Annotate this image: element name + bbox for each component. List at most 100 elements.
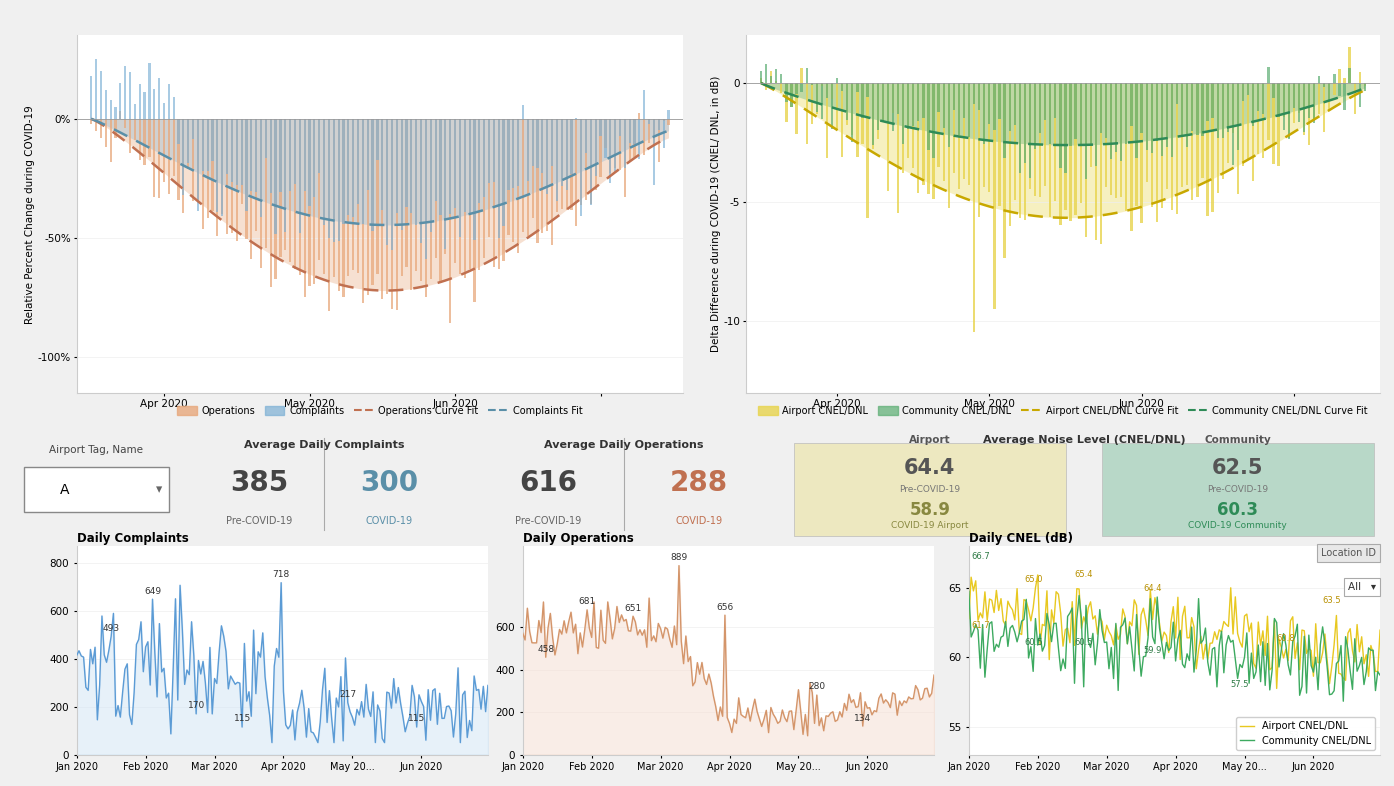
Bar xyxy=(231,119,233,233)
Bar xyxy=(202,119,204,229)
Bar xyxy=(226,119,229,174)
Text: A: A xyxy=(60,483,70,497)
Bar xyxy=(570,119,573,174)
Bar xyxy=(1262,83,1264,157)
Bar xyxy=(1206,83,1209,215)
Bar xyxy=(958,83,960,134)
Bar xyxy=(1298,83,1301,123)
Bar xyxy=(1196,83,1199,135)
Community CNEL/DNL xyxy=(1009,637,1026,647)
Bar xyxy=(1206,83,1209,121)
Bar xyxy=(275,119,276,234)
Community CNEL/DNL xyxy=(1361,643,1377,652)
Bar xyxy=(1004,83,1005,258)
Bar xyxy=(183,119,184,213)
Bar xyxy=(1328,83,1330,101)
Bar xyxy=(468,119,471,270)
Bar xyxy=(206,119,209,171)
Bar xyxy=(357,119,360,204)
Legend: Operations, Complaints, Operations Curve Fit, Complaints Fit: Operations, Complaints, Operations Curve… xyxy=(173,402,587,420)
Bar xyxy=(1232,83,1234,133)
Bar xyxy=(1131,83,1132,231)
Bar xyxy=(492,119,495,267)
Bar xyxy=(1079,83,1082,145)
Bar xyxy=(821,83,822,119)
Bar xyxy=(1105,83,1107,138)
Bar xyxy=(633,119,636,157)
Bar xyxy=(192,119,194,139)
Bar xyxy=(100,119,102,138)
Bar xyxy=(445,119,446,255)
Bar xyxy=(912,83,914,168)
Community CNEL/DNL xyxy=(1326,686,1342,696)
Bar xyxy=(662,119,665,121)
Bar xyxy=(202,119,204,171)
Bar xyxy=(337,119,340,291)
Text: 385: 385 xyxy=(230,469,289,498)
Bar xyxy=(390,119,393,251)
Bar xyxy=(1075,83,1076,138)
Bar xyxy=(488,119,491,182)
Bar xyxy=(308,119,311,286)
Bar xyxy=(952,83,955,110)
Text: COVID-19 Community: COVID-19 Community xyxy=(1189,521,1287,530)
Bar xyxy=(484,119,485,258)
Bar xyxy=(1257,83,1259,111)
Bar xyxy=(95,119,98,130)
Bar xyxy=(464,119,466,211)
Airport CNEL/DNL xyxy=(967,576,984,586)
Bar xyxy=(357,119,360,273)
Bar xyxy=(1282,83,1285,117)
Text: Average Daily Operations: Average Daily Operations xyxy=(544,439,704,450)
Bar xyxy=(1319,83,1320,114)
Bar xyxy=(158,119,160,197)
Bar xyxy=(216,119,219,211)
Bar xyxy=(163,119,164,182)
Bar xyxy=(629,119,631,143)
Bar xyxy=(1292,83,1295,108)
Bar xyxy=(551,119,553,167)
Bar xyxy=(590,119,592,204)
Bar xyxy=(861,83,864,145)
Bar xyxy=(1288,83,1289,138)
Bar xyxy=(425,119,427,259)
Bar xyxy=(556,119,558,201)
Text: Pre-COVID-19: Pre-COVID-19 xyxy=(516,516,581,526)
Bar xyxy=(609,119,612,183)
Bar xyxy=(314,119,315,284)
Bar xyxy=(1248,83,1249,160)
Bar xyxy=(958,83,960,189)
Bar xyxy=(998,83,1001,119)
Bar xyxy=(1202,83,1203,178)
Bar xyxy=(468,119,471,212)
Bar xyxy=(498,119,500,238)
Bar xyxy=(445,119,446,249)
Bar xyxy=(760,71,763,83)
Bar xyxy=(1221,83,1224,138)
Bar xyxy=(994,83,995,130)
Bar xyxy=(337,119,340,241)
Text: 889: 889 xyxy=(671,553,687,562)
Text: COVID-19 Airport: COVID-19 Airport xyxy=(891,521,969,530)
Bar xyxy=(128,72,131,119)
Bar xyxy=(668,110,669,119)
Bar xyxy=(1115,83,1118,198)
Bar xyxy=(531,119,534,166)
Bar xyxy=(1221,83,1224,178)
Airport CNEL/DNL xyxy=(1029,570,1046,579)
Bar xyxy=(114,119,117,138)
Bar xyxy=(507,119,510,235)
Bar xyxy=(1140,83,1143,223)
Bar xyxy=(517,119,519,186)
Bar xyxy=(531,119,534,219)
Bar xyxy=(1333,83,1335,95)
Bar xyxy=(1192,83,1193,200)
Bar xyxy=(560,119,563,186)
Airport CNEL/DNL xyxy=(1119,639,1136,648)
Bar xyxy=(255,119,258,231)
Text: COVID-19: COVID-19 xyxy=(676,516,722,526)
Bar xyxy=(396,119,397,213)
Bar xyxy=(323,119,325,274)
Bar xyxy=(927,83,930,194)
Bar xyxy=(381,119,383,210)
